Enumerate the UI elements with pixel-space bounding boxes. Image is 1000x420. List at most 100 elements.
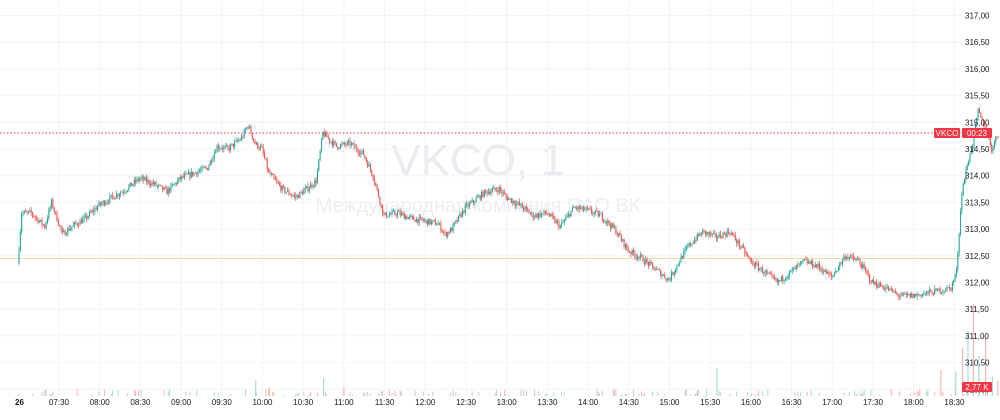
candle-body bbox=[72, 224, 74, 227]
volume-bar bbox=[641, 391, 643, 396]
candle-body bbox=[512, 200, 514, 203]
volume-bar bbox=[964, 393, 966, 396]
candle-body bbox=[490, 191, 492, 194]
candle-body bbox=[681, 256, 683, 259]
candle-body bbox=[383, 213, 385, 215]
candle-body bbox=[319, 150, 321, 160]
candle-body bbox=[121, 192, 123, 193]
y-tick-label: 311,00 bbox=[965, 332, 989, 341]
candle-body bbox=[125, 191, 127, 193]
volume-bar bbox=[934, 392, 936, 396]
candle-body bbox=[489, 191, 491, 194]
candle-body bbox=[736, 239, 738, 244]
candle-body bbox=[220, 148, 222, 150]
candle-body bbox=[338, 148, 340, 150]
volume-bar bbox=[478, 392, 480, 396]
candle-body bbox=[734, 235, 736, 240]
volume-bar bbox=[538, 390, 540, 396]
candle-body bbox=[118, 194, 120, 197]
candle-body bbox=[616, 234, 618, 236]
candle-body bbox=[106, 201, 108, 203]
candle-body bbox=[619, 233, 621, 237]
volume-bar bbox=[544, 394, 546, 396]
candle-body bbox=[417, 218, 419, 223]
candle-body bbox=[361, 150, 363, 152]
candle-body bbox=[772, 275, 774, 278]
candle-body bbox=[186, 173, 188, 175]
x-tick-label: 09:30 bbox=[212, 398, 233, 407]
candle-body bbox=[915, 294, 917, 297]
candle-body bbox=[901, 293, 903, 296]
candle-body bbox=[155, 182, 157, 186]
volume-bar bbox=[806, 391, 808, 396]
candle-body bbox=[514, 203, 517, 206]
candle-body bbox=[676, 265, 678, 270]
candle-body bbox=[453, 222, 456, 225]
candle-body bbox=[527, 208, 529, 211]
x-tick-label: 16:00 bbox=[741, 398, 762, 407]
candle-body bbox=[109, 195, 111, 203]
y-axis[interactable]: 317,00 316,50 316,00 315,50 315,00 314,50 314,… bbox=[965, 12, 990, 395]
candle-body bbox=[205, 167, 207, 169]
candle-body bbox=[197, 171, 199, 175]
volume-bar bbox=[878, 394, 880, 396]
candle-body bbox=[202, 166, 205, 168]
candle-body bbox=[597, 211, 599, 217]
candle-body bbox=[239, 140, 241, 141]
candle-body bbox=[790, 270, 792, 272]
volume-bar bbox=[127, 393, 129, 396]
candle-body bbox=[364, 155, 366, 158]
candle-body bbox=[679, 262, 681, 265]
candle-body bbox=[814, 264, 816, 268]
candle-body bbox=[907, 293, 909, 295]
candle-body bbox=[543, 210, 545, 214]
y-tick-label: 313,50 bbox=[965, 198, 990, 207]
volume-bar bbox=[272, 391, 274, 396]
candle-body bbox=[538, 213, 540, 218]
volume-bar bbox=[967, 331, 969, 396]
candle-body bbox=[757, 264, 759, 271]
candle-body bbox=[721, 237, 723, 239]
y-tick-label: 316,50 bbox=[965, 38, 990, 47]
candle-body bbox=[403, 213, 405, 219]
candle-body bbox=[779, 280, 781, 282]
candle-body bbox=[717, 237, 719, 239]
candle-body bbox=[371, 169, 373, 175]
candle-body bbox=[414, 219, 416, 222]
candle-body bbox=[867, 272, 869, 275]
candle-body bbox=[810, 260, 812, 264]
volume-bar bbox=[664, 394, 666, 396]
volume-bar bbox=[940, 370, 942, 396]
candle-body bbox=[532, 212, 534, 219]
candle-body bbox=[84, 215, 87, 217]
volume-bar bbox=[624, 393, 626, 396]
volume-bar bbox=[601, 390, 603, 396]
candle-body bbox=[244, 129, 247, 131]
candle-body bbox=[235, 140, 237, 142]
candle-body bbox=[577, 206, 579, 210]
candle-body bbox=[708, 232, 711, 235]
candle-body bbox=[468, 203, 470, 207]
candle-body bbox=[145, 177, 148, 183]
volume-bar bbox=[657, 391, 659, 396]
candle-body bbox=[711, 233, 713, 235]
candle-body bbox=[886, 287, 888, 288]
candle-body bbox=[356, 146, 358, 151]
candle-body bbox=[926, 291, 928, 293]
candle-body bbox=[924, 292, 926, 294]
volume-bar bbox=[546, 393, 548, 396]
candle-body bbox=[921, 294, 924, 297]
volume-bar bbox=[213, 392, 215, 396]
y-tick-label: 316,00 bbox=[965, 65, 990, 74]
candle-body bbox=[847, 256, 849, 259]
candle-body bbox=[550, 213, 552, 217]
candle-body bbox=[213, 153, 215, 159]
volume-bar bbox=[91, 394, 93, 396]
volume-bar bbox=[32, 394, 34, 396]
volume-bar bbox=[310, 391, 312, 396]
candle-body bbox=[707, 232, 709, 235]
candle-body bbox=[737, 240, 739, 244]
volume-bar bbox=[855, 394, 857, 396]
candle-body bbox=[780, 276, 782, 281]
